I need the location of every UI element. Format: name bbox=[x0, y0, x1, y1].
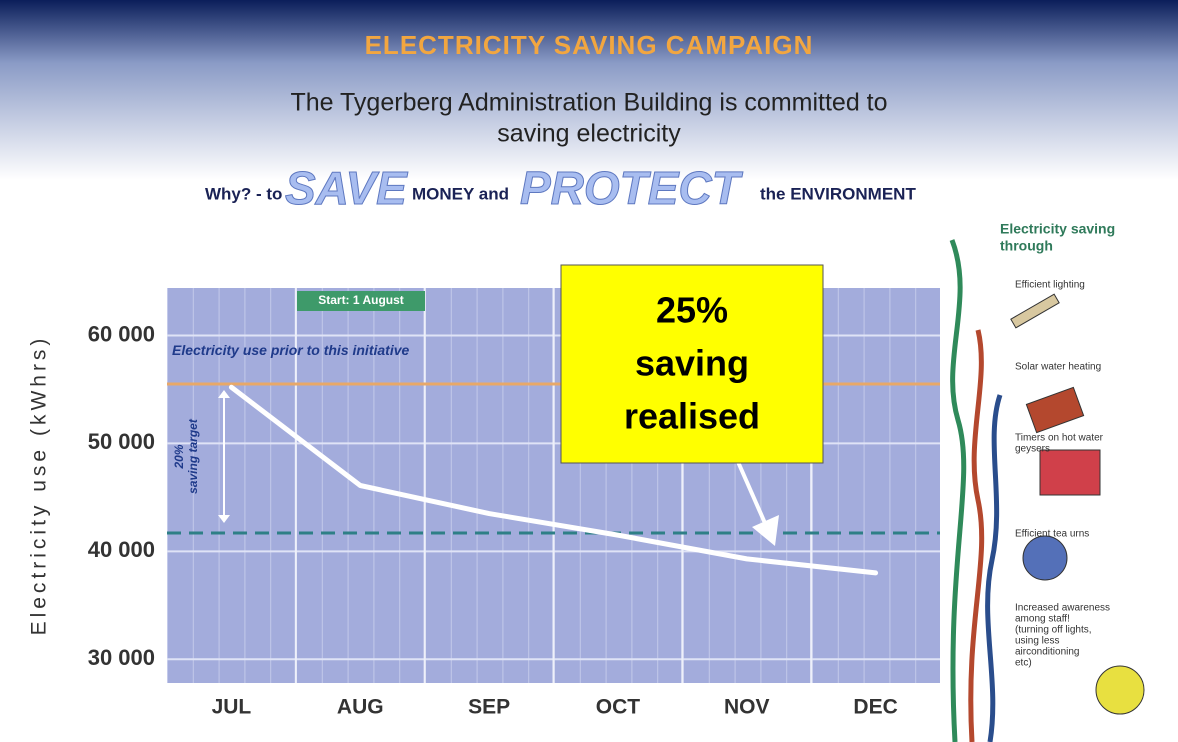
subtitle: The Tygerberg Administration Building is… bbox=[290, 89, 887, 117]
tagline-emphasis: PROTECT bbox=[520, 162, 744, 214]
y-tick-label: 30 000 bbox=[88, 645, 155, 670]
y-tick-label: 60 000 bbox=[88, 321, 155, 346]
sidebar-heading: through bbox=[1000, 238, 1053, 254]
sidebar-item: Efficient lighting bbox=[1015, 280, 1085, 291]
x-tick-label: OCT bbox=[596, 696, 641, 719]
target-label: 20% bbox=[172, 444, 186, 469]
icon-solar bbox=[1026, 387, 1083, 432]
sidebar-item: Increased awareness bbox=[1015, 603, 1110, 614]
subtitle: saving electricity bbox=[497, 120, 681, 148]
y-tick-label: 40 000 bbox=[88, 537, 155, 562]
callout-text: realised bbox=[624, 396, 760, 437]
y-axis-label: Electricity use (kWhrs) bbox=[28, 335, 51, 636]
decor-wave bbox=[952, 240, 964, 742]
sidebar-item: airconditioning bbox=[1015, 647, 1080, 658]
poster: ELECTRICITY SAVING CAMPAIGN The Tygerber… bbox=[0, 0, 1178, 742]
sidebar-item: Efficient tea urns bbox=[1015, 529, 1089, 540]
decor-wave bbox=[971, 330, 982, 742]
sidebar-item: etc) bbox=[1015, 658, 1032, 669]
icon-person bbox=[1096, 666, 1144, 714]
x-tick-label: DEC bbox=[853, 696, 897, 719]
sidebar-heading: Electricity saving bbox=[1000, 221, 1115, 237]
sidebar-item: (turning off lights, bbox=[1015, 625, 1092, 636]
icon-geyser bbox=[1040, 450, 1100, 495]
x-tick-label: NOV bbox=[724, 696, 770, 719]
y-tick-label: 50 000 bbox=[88, 429, 155, 454]
start-label: Start: 1 August bbox=[318, 293, 404, 307]
tagline-text: the ENVIRONMENT bbox=[760, 184, 916, 203]
callout-text: 25% bbox=[656, 290, 728, 331]
tagline-emphasis: SAVE bbox=[285, 162, 408, 214]
sidebar-item: Solar water heating bbox=[1015, 362, 1101, 373]
icon-lamp bbox=[1011, 294, 1059, 328]
sidebar-item: geysers bbox=[1015, 444, 1050, 455]
target-label: saving target bbox=[186, 418, 200, 494]
x-tick-label: JUL bbox=[212, 696, 252, 719]
title: ELECTRICITY SAVING CAMPAIGN bbox=[365, 30, 814, 60]
sidebar-item: Timers on hot water bbox=[1015, 433, 1104, 444]
sidebar-item: using less bbox=[1015, 636, 1059, 647]
decor-wave bbox=[988, 395, 1000, 742]
x-tick-label: SEP bbox=[468, 696, 510, 719]
x-tick-label: AUG bbox=[337, 696, 384, 719]
tagline-text: Why? - to bbox=[205, 184, 282, 203]
reference-label: Electricity use prior to this initiative bbox=[172, 342, 409, 358]
callout-text: saving bbox=[635, 343, 749, 384]
icon-urn bbox=[1023, 536, 1067, 580]
sidebar-item: among staff! bbox=[1015, 614, 1070, 625]
tagline-text: MONEY and bbox=[412, 184, 509, 203]
